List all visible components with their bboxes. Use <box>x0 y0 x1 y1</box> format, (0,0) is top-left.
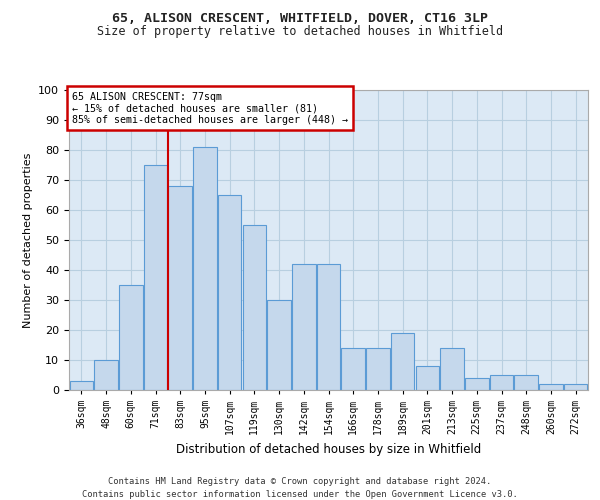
Bar <box>391 333 415 390</box>
Bar <box>218 195 241 390</box>
Bar <box>416 366 439 390</box>
Bar <box>94 360 118 390</box>
Text: Size of property relative to detached houses in Whitfield: Size of property relative to detached ho… <box>97 25 503 38</box>
X-axis label: Distribution of detached houses by size in Whitfield: Distribution of detached houses by size … <box>176 442 481 456</box>
Bar <box>317 264 340 390</box>
Text: 65, ALISON CRESCENT, WHITFIELD, DOVER, CT16 3LP: 65, ALISON CRESCENT, WHITFIELD, DOVER, C… <box>112 12 488 26</box>
Bar <box>539 384 563 390</box>
Bar <box>242 225 266 390</box>
Bar <box>465 378 488 390</box>
Bar <box>440 348 464 390</box>
Y-axis label: Number of detached properties: Number of detached properties <box>23 152 33 328</box>
Text: Contains HM Land Registry data © Crown copyright and database right 2024.: Contains HM Land Registry data © Crown c… <box>109 478 491 486</box>
Bar <box>490 375 513 390</box>
Bar <box>514 375 538 390</box>
Bar <box>268 300 291 390</box>
Bar <box>366 348 389 390</box>
Text: Contains public sector information licensed under the Open Government Licence v3: Contains public sector information licen… <box>82 490 518 499</box>
Bar <box>292 264 316 390</box>
Bar <box>70 381 93 390</box>
Text: 65 ALISON CRESCENT: 77sqm
← 15% of detached houses are smaller (81)
85% of semi-: 65 ALISON CRESCENT: 77sqm ← 15% of detac… <box>71 92 347 124</box>
Bar <box>144 165 167 390</box>
Bar <box>341 348 365 390</box>
Bar <box>169 186 192 390</box>
Bar <box>193 147 217 390</box>
Bar <box>119 285 143 390</box>
Bar <box>564 384 587 390</box>
